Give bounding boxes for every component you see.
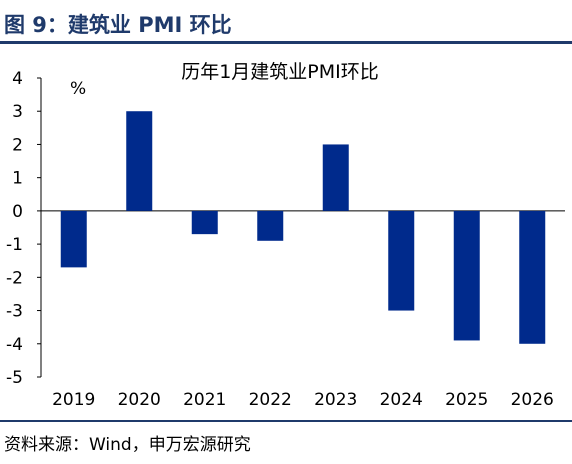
bar-2020 xyxy=(126,111,153,211)
x-tick-label: 2022 xyxy=(249,390,292,410)
y-tick-labels: 4 3 2 1 0 -1 -2 -3 -4 -5 xyxy=(6,69,23,388)
y-tick-label: -3 xyxy=(6,302,23,322)
y-tick-label: -5 xyxy=(6,368,23,388)
bottom-rule xyxy=(0,420,572,422)
y-tick-label: 4 xyxy=(12,69,23,89)
y-tick-label: -4 xyxy=(6,335,23,355)
y-tick-label: 2 xyxy=(12,135,23,155)
x-tick-label: 2019 xyxy=(52,390,95,410)
y-tick-label: 3 xyxy=(12,102,23,122)
unit-label: % xyxy=(70,79,86,99)
bar-2023 xyxy=(322,144,349,211)
x-tick-label: 2026 xyxy=(511,390,554,410)
y-tick-label: -2 xyxy=(6,268,23,288)
chart-title: 历年1月建筑业PMI环比 xyxy=(181,61,379,83)
axes xyxy=(37,77,565,378)
y-tick-label: 1 xyxy=(12,169,23,189)
top-rule xyxy=(0,41,572,44)
bar-2022 xyxy=(257,210,284,241)
bar-chart: 历年1月建筑业PMI环比 % 2019 2020 2021 2022 2023 2024 2… xyxy=(6,61,565,410)
x-tick-labels: 2019 2020 2021 2022 2023 2024 2025 2026 xyxy=(52,390,554,410)
y-tick-label: 0 xyxy=(12,202,23,222)
x-tick-label: 2024 xyxy=(380,390,423,410)
bar-2026 xyxy=(519,210,546,344)
x-tick-label: 2021 xyxy=(183,390,226,410)
x-tick-label: 2025 xyxy=(445,390,488,410)
bar-2024 xyxy=(388,210,415,311)
x-tick-label: 2020 xyxy=(118,390,161,410)
x-tick-label: 2023 xyxy=(314,390,357,410)
bar-2019 xyxy=(60,210,87,268)
bar-2021 xyxy=(191,210,218,235)
bars xyxy=(60,111,546,344)
figure-title: 图 9：建筑业 PMI 环比 xyxy=(4,13,232,37)
source-note: 资料来源：Wind，申万宏源研究 xyxy=(4,435,251,455)
y-tick-label: -1 xyxy=(6,235,23,255)
bar-2025 xyxy=(453,210,480,341)
